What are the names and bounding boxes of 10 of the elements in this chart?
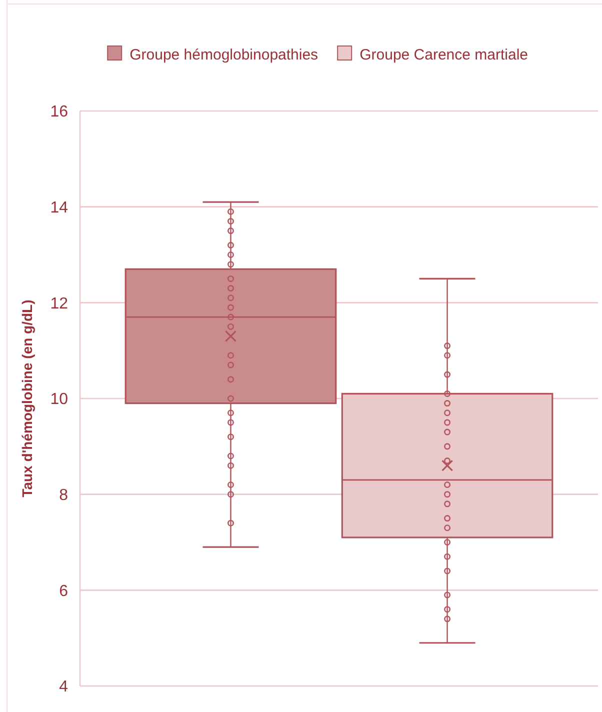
y-tick-label: 14 <box>50 199 68 216</box>
legend-label: Groupe hémoglobinopathies <box>130 46 318 64</box>
y-tick-label: 10 <box>50 391 68 408</box>
y-axis-title: Taux d'hémoglobine (en g/dL) <box>19 300 35 498</box>
y-tick-label: 16 <box>50 104 68 121</box>
legend-label: Groupe Carence martiale <box>360 46 528 64</box>
y-tick-label: 12 <box>50 295 68 312</box>
y-tick-label: 8 <box>59 486 68 504</box>
y-tick-label: 4 <box>59 678 68 696</box>
y-tick-label: 6 <box>59 582 68 600</box>
